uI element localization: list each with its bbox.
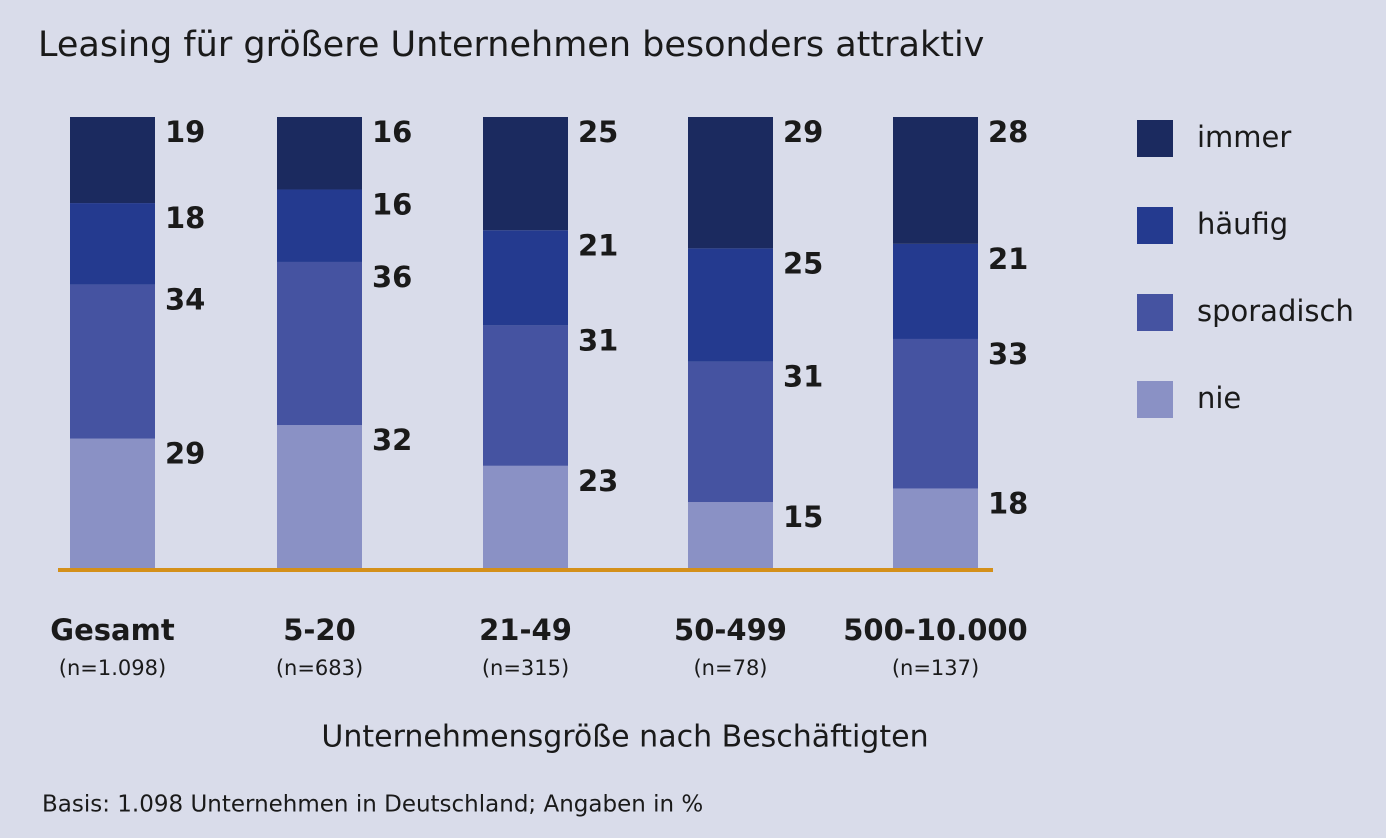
x-tick-label: 500-10.000 (843, 613, 1027, 647)
bar-segment (70, 117, 155, 204)
x-tick-label: Gesamt (50, 613, 175, 647)
x-tick-note: (n=315) (482, 656, 569, 680)
data-label: 23 (578, 464, 618, 498)
bar-segment (893, 243, 978, 339)
bar-segment (688, 361, 773, 503)
data-label: 32 (372, 423, 412, 457)
bar-segment (70, 284, 155, 439)
x-tick-label: 21-49 (479, 613, 572, 647)
x-tick-note: (n=137) (892, 656, 979, 680)
bar-segment (483, 465, 568, 570)
data-label: 28 (988, 115, 1028, 149)
data-label: 31 (578, 323, 618, 357)
bar-segment (277, 425, 362, 570)
legend-label: immer (1197, 120, 1291, 154)
data-label: 15 (783, 500, 823, 534)
bar-segment (893, 488, 978, 570)
data-label: 33 (988, 337, 1028, 371)
x-axis-label: Unternehmensgröße nach Beschäftigten (321, 720, 928, 755)
bar-segment (483, 230, 568, 326)
data-label: 21 (578, 228, 618, 262)
legend-label: sporadisch (1197, 294, 1354, 328)
data-label: 16 (372, 187, 412, 221)
legend-swatch (1137, 381, 1173, 418)
legend-swatch (1137, 294, 1173, 331)
chart-title: Leasing für größere Unternehmen besonder… (38, 25, 984, 65)
bar-segment (688, 117, 773, 249)
bar-segment (277, 261, 362, 426)
bar-segment (277, 117, 362, 190)
bar-segment (70, 203, 155, 285)
bar-segment (688, 248, 773, 362)
data-label: 21 (988, 242, 1028, 276)
footnote: Basis: 1.098 Unternehmen in Deutschland;… (42, 792, 703, 818)
data-label: 29 (165, 437, 205, 471)
data-label: 29 (783, 115, 823, 149)
data-label: 19 (165, 115, 205, 149)
bar-segment (277, 189, 362, 262)
bar-segment (70, 438, 155, 570)
bar-segment (483, 117, 568, 231)
bar-segment (893, 117, 978, 244)
data-label: 25 (578, 115, 618, 149)
bar-segment (483, 325, 568, 466)
legend-swatch (1137, 120, 1173, 157)
data-label: 18 (988, 486, 1028, 520)
data-label: 18 (165, 201, 205, 235)
legend-label: häufig (1197, 207, 1288, 241)
x-tick-label: 5-20 (283, 613, 356, 647)
x-tick-note: (n=1.098) (59, 656, 166, 680)
legend-swatch (1137, 207, 1173, 244)
bar-segment (688, 502, 773, 570)
x-tick-note: (n=683) (276, 656, 363, 680)
data-label: 34 (165, 283, 205, 317)
x-tick-label: 50-499 (674, 613, 787, 647)
data-label: 25 (783, 246, 823, 280)
legend-label: nie (1197, 381, 1241, 415)
x-tick-note: (n=78) (693, 656, 767, 680)
data-label: 31 (783, 360, 823, 394)
bar-segment (893, 338, 978, 489)
data-label: 36 (372, 260, 412, 294)
data-label: 16 (372, 115, 412, 149)
